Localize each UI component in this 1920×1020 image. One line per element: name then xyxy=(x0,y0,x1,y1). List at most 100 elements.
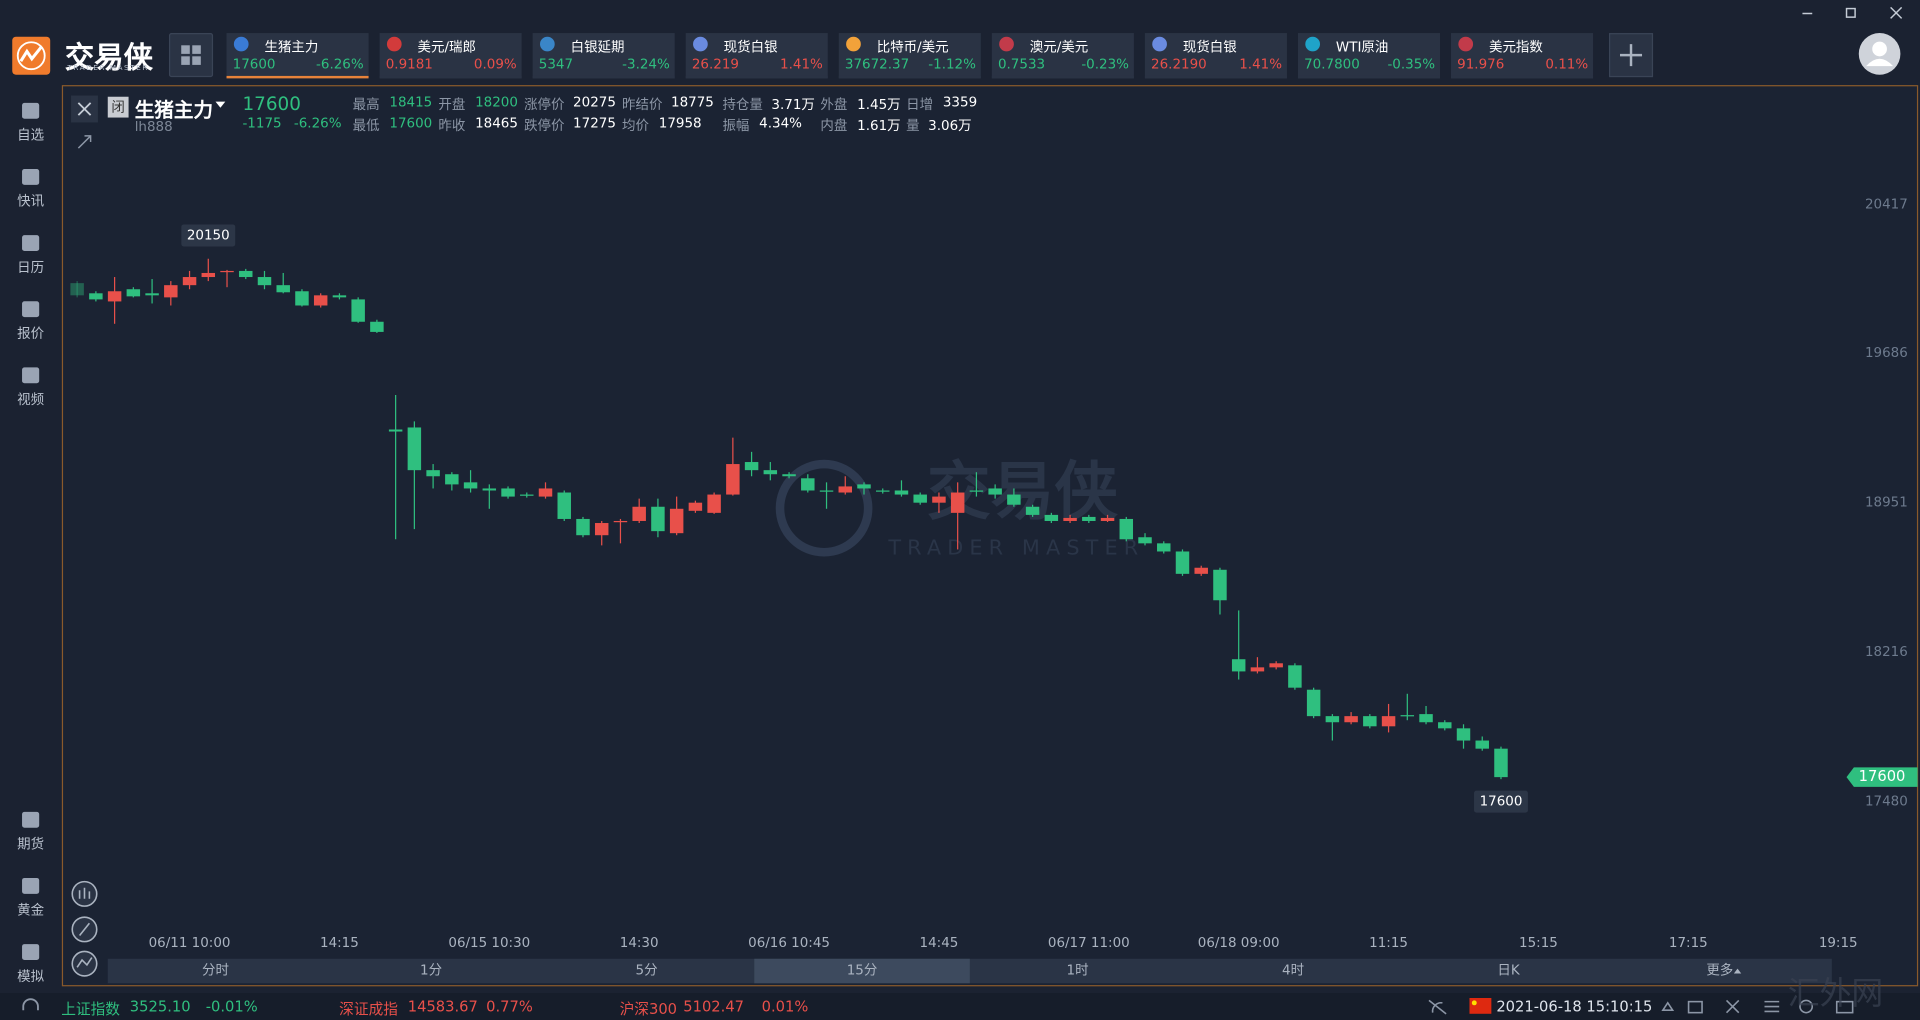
ticker-card[interactable]: 美元指数 91.976 0.11% xyxy=(1451,33,1594,79)
ticker-card[interactable]: 白银延期 5347 -3.24% xyxy=(532,33,675,79)
field-value: 17275 xyxy=(573,115,616,132)
candle-body xyxy=(1325,716,1340,723)
sidebar-icon xyxy=(22,367,40,384)
last-price-tag: 17600 xyxy=(1859,768,1906,785)
headset-icon[interactable] xyxy=(20,997,42,1017)
candle-body xyxy=(819,490,834,492)
timeframe-button[interactable]: 1时 xyxy=(970,959,1186,983)
y-tick-label: 18216 xyxy=(1865,645,1908,660)
candle-body xyxy=(669,508,684,534)
ticker-icon xyxy=(1305,36,1321,52)
chart-tools[interactable] xyxy=(71,879,100,977)
candle-body xyxy=(257,277,272,286)
candle-body xyxy=(332,295,347,298)
timeframe-button[interactable]: 更多 xyxy=(1616,959,1832,983)
sidebar-item[interactable]: 视频 xyxy=(6,365,55,421)
candle-body xyxy=(89,293,103,300)
timeframe-label: 5分 xyxy=(635,962,658,979)
timeframe-button[interactable]: 4时 xyxy=(1185,959,1401,983)
sidebar-label: 视频 xyxy=(17,391,45,408)
sidebar-item[interactable]: 日历 xyxy=(6,233,55,289)
index-change: 0.77% xyxy=(486,997,533,1016)
candle-body xyxy=(1400,715,1415,717)
candle-body xyxy=(1250,667,1265,672)
ticker-card[interactable]: WTI原油 70.7800 -0.35% xyxy=(1297,33,1441,79)
chart-panel xyxy=(61,85,1919,987)
sidebar-item[interactable]: 黄金 xyxy=(6,876,55,932)
last-tooltip: 17600 xyxy=(1480,795,1523,810)
ticker-name: 比特币/美元 xyxy=(876,39,949,56)
sidebar-label: 模拟 xyxy=(17,968,45,985)
last-tooltip-bg xyxy=(1474,790,1528,813)
y-tick-label: 17480 xyxy=(1865,795,1908,810)
sidebar-item[interactable]: 快讯 xyxy=(6,167,55,223)
ticker-card[interactable]: 现货白银 26.2190 1.41% xyxy=(1144,33,1287,79)
timeframe-bar: 分时 1分 5分 15分 1时 4时 日K 更多 xyxy=(107,958,1832,984)
timeframe-label: 1时 xyxy=(1066,962,1089,979)
candle-body xyxy=(482,488,497,491)
quote-code: lh888 xyxy=(134,118,173,135)
ticker-icon xyxy=(846,36,861,52)
ticker-icon xyxy=(1458,36,1474,52)
ticker-card[interactable]: 现货白银 26.219 1.41% xyxy=(685,33,828,79)
x-tick-label: 19:15 xyxy=(1819,936,1858,951)
timeframe-button[interactable]: 分时 xyxy=(108,959,324,983)
logo-mark xyxy=(16,41,46,71)
candle-body xyxy=(220,270,234,273)
candle-body xyxy=(1363,716,1377,727)
sidebar-item[interactable]: 自选 xyxy=(6,100,55,156)
candle-body xyxy=(126,289,141,297)
quote-name[interactable]: 生猪主力 xyxy=(134,97,214,122)
sidebar-icon xyxy=(22,944,40,961)
candle-body xyxy=(576,518,590,536)
candle-body xyxy=(782,474,796,477)
candle-body xyxy=(744,462,759,471)
sidebar-label: 黄金 xyxy=(17,902,45,919)
field-label: 开盘 xyxy=(438,96,466,113)
avatar[interactable] xyxy=(1855,32,1904,81)
ticker-icon xyxy=(233,36,249,52)
ticker-card[interactable]: 生猪主力 17600 -6.26% xyxy=(226,33,369,79)
field-label: 振幅 xyxy=(722,117,750,134)
field-label: 跌停价 xyxy=(524,117,565,134)
timeframe-label: 分时 xyxy=(202,962,229,979)
candle-body xyxy=(838,486,853,493)
candle-body xyxy=(164,285,178,298)
ticker-name: 澳元/美元 xyxy=(1029,39,1089,56)
ticker-icon xyxy=(999,36,1014,52)
candle-body xyxy=(726,464,740,495)
timeframe-button[interactable]: 1分 xyxy=(323,959,539,983)
candle-body xyxy=(876,490,890,492)
panel-controls[interactable] xyxy=(71,95,98,152)
sidebar-item[interactable]: 期货 xyxy=(6,809,55,865)
sidebar-label: 日历 xyxy=(17,259,45,276)
timeframe-button[interactable]: 日K xyxy=(1401,959,1617,983)
timeframe-label: 4时 xyxy=(1282,962,1305,979)
status-tools[interactable] xyxy=(1659,997,1873,1017)
add-ticker-button[interactable] xyxy=(1608,33,1654,78)
timeframe-label: 1分 xyxy=(420,962,443,979)
ticker-card[interactable]: 比特币/美元 37672.37 -1.12% xyxy=(838,33,981,79)
ticker-change: -3.24% xyxy=(622,56,670,73)
field-label: 量 xyxy=(906,117,920,134)
timeframe-button[interactable]: 15分 xyxy=(754,958,970,984)
candle-body xyxy=(1438,722,1452,729)
ticker-change: 1.41% xyxy=(1239,56,1283,73)
field-label: 最高 xyxy=(352,96,380,113)
status-bar: 2021-06-18 15:10:15 汇外网 上证指数 3525.10 -0.01… xyxy=(0,976,1920,1020)
quote-change: -1175 xyxy=(242,115,282,132)
window-controls[interactable] xyxy=(1790,2,1917,24)
dropdown-arrow[interactable] xyxy=(215,100,227,110)
timeframe-button[interactable]: 5分 xyxy=(539,959,755,983)
sidebar-item[interactable]: 模拟 xyxy=(6,942,55,998)
sidebar-item[interactable]: 报价 xyxy=(6,299,55,355)
field-label: 日增 xyxy=(906,96,934,113)
candle-body xyxy=(632,506,646,521)
sidebar-icon xyxy=(22,235,40,252)
candle-body xyxy=(857,484,871,489)
ticker-card[interactable]: 澳元/美元 0.7533 -0.23% xyxy=(991,33,1134,79)
ticker-price: 17600 xyxy=(232,56,276,73)
ticker-card[interactable]: 美元/瑞郎 0.9181 0.09% xyxy=(379,33,522,79)
logo-icon[interactable] xyxy=(12,36,51,75)
grid-button[interactable] xyxy=(168,33,214,78)
